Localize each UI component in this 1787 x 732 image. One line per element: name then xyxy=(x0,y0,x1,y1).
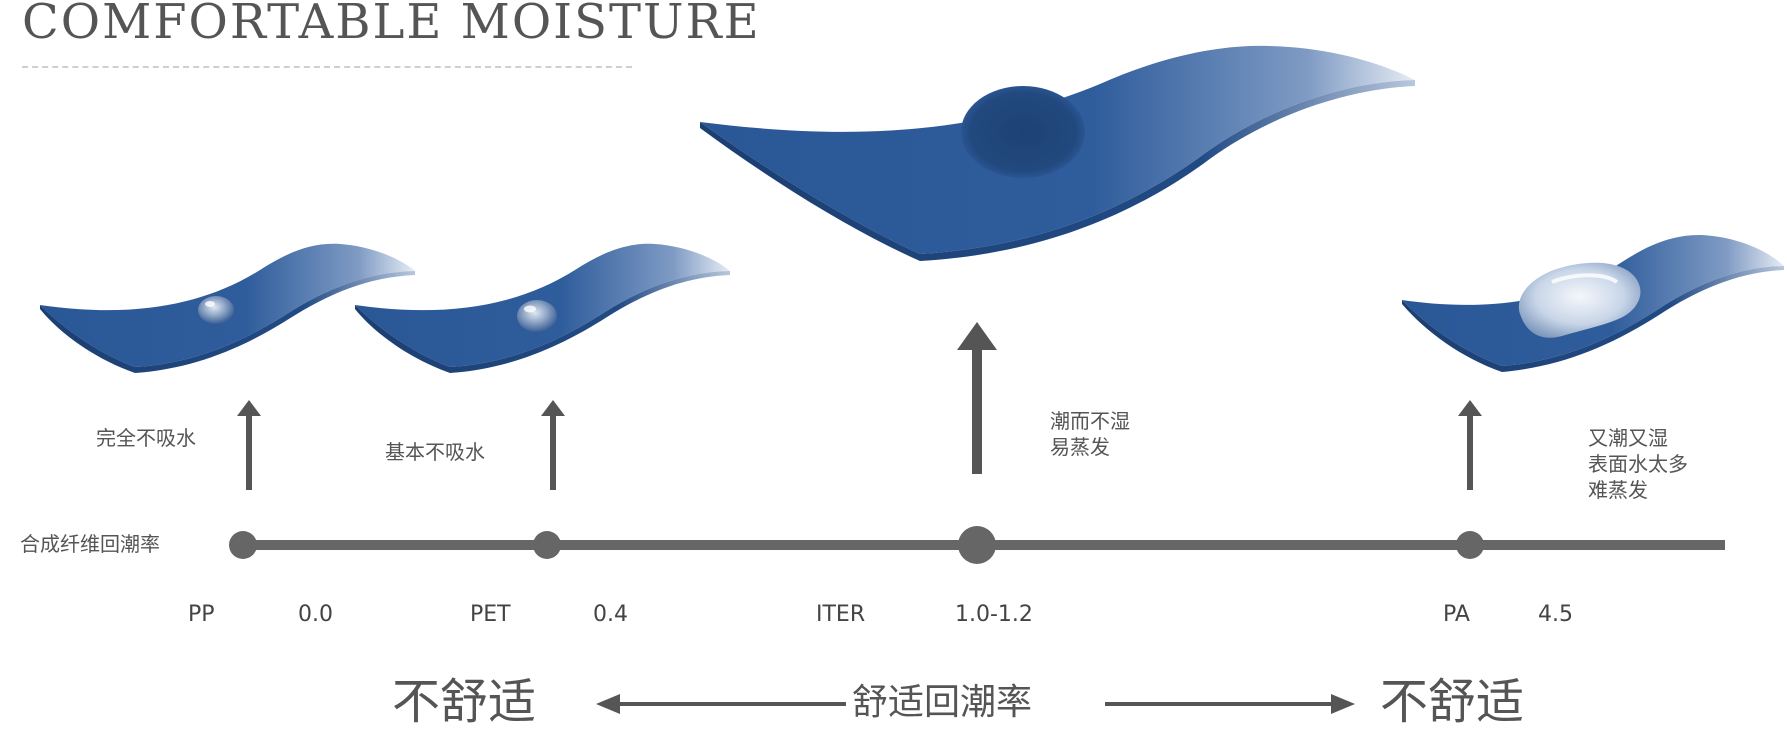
water-droplet-icon xyxy=(198,296,234,324)
material-code-pet: PET xyxy=(470,602,511,627)
material-value-pp: 0.0 xyxy=(298,602,333,627)
desc-pa: 又潮又湿 表面水太多 难蒸发 xyxy=(1588,425,1688,503)
axis-marker-pet xyxy=(533,531,561,559)
fabric-pa-illustration xyxy=(1402,234,1784,372)
uncomfortable-left-label: 不舒适 xyxy=(392,674,537,730)
arrow-up-icon-pp xyxy=(237,400,261,490)
moisture-stain-icon xyxy=(961,86,1085,178)
fabric-pet-illustration xyxy=(355,243,730,373)
desc-pet: 基本不吸水 xyxy=(385,439,485,465)
axis-marker-pp xyxy=(229,531,257,559)
material-value-pa: 4.5 xyxy=(1538,602,1573,627)
page-title: COMFORTABLE MOISTURE xyxy=(22,0,761,50)
axis-marker-pa xyxy=(1456,531,1484,559)
arrow-up-icon-iter xyxy=(957,322,997,474)
material-value-iter: 1.0-1.2 xyxy=(955,602,1033,627)
axis-marker-iter xyxy=(958,526,996,564)
desc-iter-line-2: 易蒸发 xyxy=(1050,435,1110,459)
desc-pa-line-3: 难蒸发 xyxy=(1588,478,1648,502)
axis-title: 合成纤维回潮率 xyxy=(20,532,160,556)
comfort-regain-label: 舒适回潮率 xyxy=(852,682,1033,723)
material-value-pet: 0.4 xyxy=(593,602,628,627)
material-code-pp: PP xyxy=(188,602,215,627)
desc-pa-line-2: 表面水太多 xyxy=(1588,452,1688,476)
fabric-iter-illustration xyxy=(700,45,1415,261)
desc-iter: 潮而不湿 易蒸发 xyxy=(1050,408,1130,460)
arrow-up-icon-pa xyxy=(1458,400,1482,490)
material-code-iter: ITER xyxy=(816,602,866,627)
fabric-pp-illustration xyxy=(40,243,415,373)
title-divider xyxy=(22,66,632,68)
desc-pp-line: 完全不吸水 xyxy=(96,426,196,450)
arrow-left-icon xyxy=(596,694,846,714)
uncomfortable-right-label: 不舒适 xyxy=(1380,674,1525,730)
desc-iter-line-1: 潮而不湿 xyxy=(1050,409,1130,433)
material-code-pa: PA xyxy=(1443,602,1470,627)
desc-pet-line: 基本不吸水 xyxy=(385,440,485,464)
desc-pa-line-1: 又潮又湿 xyxy=(1588,426,1668,450)
arrow-up-icon-pet xyxy=(541,400,565,490)
desc-pp: 完全不吸水 xyxy=(96,425,196,451)
water-puddle-icon xyxy=(1518,262,1641,338)
regain-axis xyxy=(229,526,1725,564)
arrow-right-icon xyxy=(1105,694,1355,714)
water-droplet-icon xyxy=(517,300,557,332)
